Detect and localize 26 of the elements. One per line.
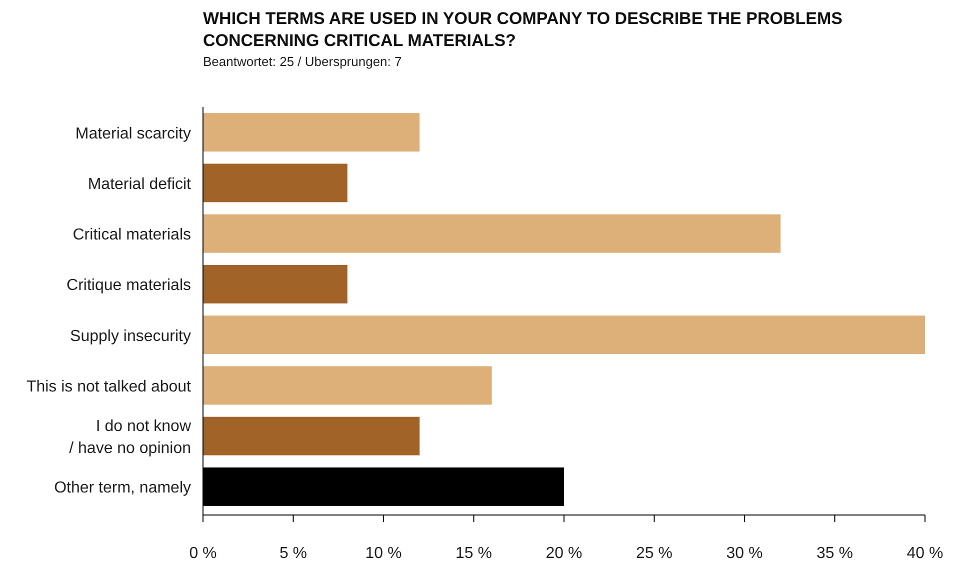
- x-tick-label: 10 %: [365, 545, 402, 561]
- y-tick-label: Material scarcity: [75, 125, 191, 142]
- bar: [203, 366, 492, 405]
- y-tick-label: This is not talked about: [26, 378, 192, 396]
- y-tick-label: Critique materials: [66, 277, 191, 294]
- bar: [203, 416, 420, 456]
- bar: [203, 264, 348, 304]
- bar: [203, 113, 420, 152]
- y-tick-label: Critical materials: [72, 226, 191, 244]
- x-tick-label: 35 %: [816, 545, 853, 561]
- bar: [203, 316, 925, 354]
- x-tick-label: 40 %: [906, 545, 944, 561]
- bar: [203, 214, 781, 253]
- y-tick-label: Supply insecurity: [70, 328, 191, 345]
- x-tick-label: 5 %: [279, 545, 308, 561]
- y-tick-label: Other term, namely: [54, 480, 191, 497]
- y-tick-label: Material deficit: [88, 176, 192, 193]
- x-tick-label: 30 %: [726, 545, 763, 561]
- chart-subtitle: Beantwortet: 25 / Ubersprungen: 7: [203, 54, 402, 69]
- x-tick-label: 20 %: [546, 545, 582, 561]
- x-tick-label: 25 %: [636, 545, 672, 561]
- y-tick-label: I do not know / have no opinion: [69, 418, 192, 458]
- x-tick-label: 0 %: [189, 545, 217, 561]
- x-tick-label: 15 %: [456, 545, 492, 561]
- bar: [203, 164, 348, 202]
- chart-title: WHICH TERMS ARE USED IN YOUR COMPANY TO DESCRIBE THE PROBLEMS CONCERNING CRITICAL MATERIALS?: [203, 9, 842, 50]
